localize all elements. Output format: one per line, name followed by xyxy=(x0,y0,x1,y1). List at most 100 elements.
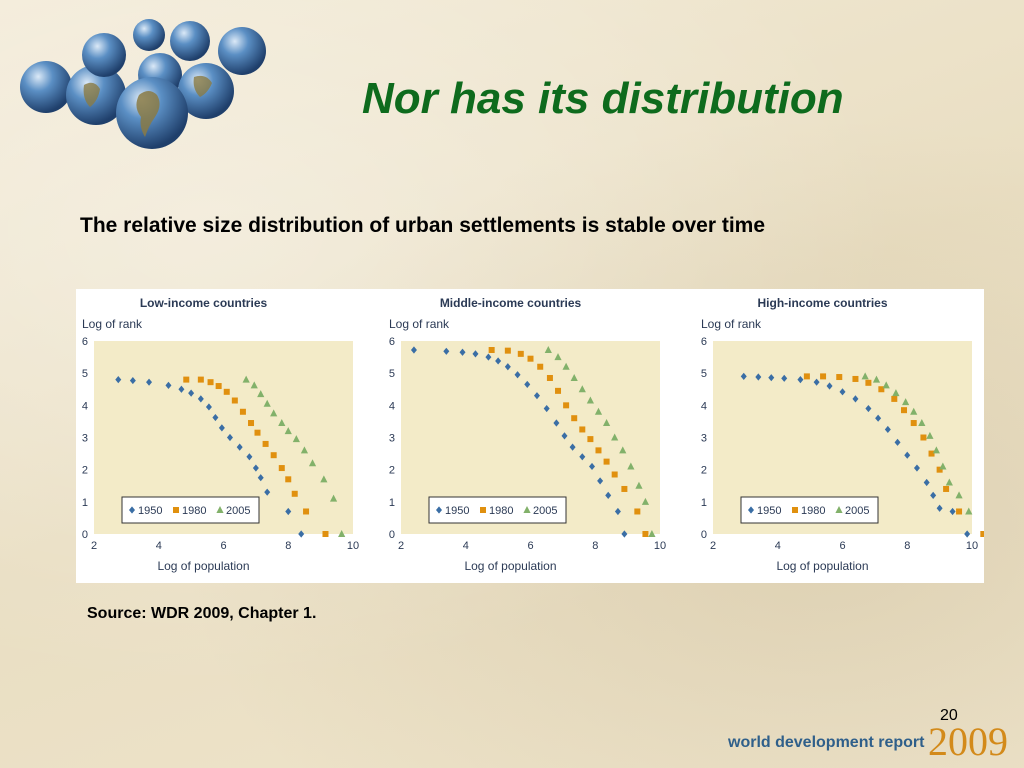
data-point xyxy=(594,407,603,415)
legend-entry: 1980 xyxy=(182,505,206,517)
y-tick-label: 3 xyxy=(701,433,707,445)
legend-entry: 1950 xyxy=(138,505,162,517)
data-point xyxy=(875,414,882,422)
data-point xyxy=(980,531,984,537)
chart-title: Middle-income countries xyxy=(440,296,582,310)
data-point xyxy=(248,420,255,427)
data-point xyxy=(250,381,258,389)
x-axis-label: Log of population xyxy=(157,559,249,573)
data-point xyxy=(634,508,641,515)
data-point xyxy=(284,427,292,435)
data-point xyxy=(527,355,534,362)
data-point xyxy=(861,372,869,380)
footer-year: 2009 xyxy=(928,719,1008,764)
data-point xyxy=(936,466,943,473)
data-point xyxy=(614,507,621,516)
y-tick-label: 4 xyxy=(701,400,707,412)
charts-svg: Low-income countries Log of rank 0 1 2 3 4 5 6 2 4… xyxy=(82,296,984,573)
series-1980 xyxy=(803,373,984,537)
legend-entry: 2005 xyxy=(226,505,250,517)
legend-entry: 1980 xyxy=(489,505,513,517)
data-point xyxy=(595,447,602,454)
data-point xyxy=(781,374,788,382)
data-point xyxy=(303,508,310,515)
globes-logo xyxy=(20,19,266,149)
data-point xyxy=(129,376,136,385)
data-point xyxy=(586,396,594,404)
y-tick-label: 2 xyxy=(82,465,88,477)
y-tick-label: 4 xyxy=(389,400,395,412)
data-point xyxy=(902,398,910,406)
series-1980 xyxy=(488,347,649,537)
series-1980 xyxy=(183,376,329,537)
data-point xyxy=(571,415,578,422)
x-tick-label: 4 xyxy=(156,540,162,552)
series-1950 xyxy=(740,372,971,538)
legend-box xyxy=(740,496,879,524)
y-tick-label: 6 xyxy=(82,336,88,348)
data-point xyxy=(641,497,650,505)
data-point xyxy=(544,346,552,354)
chart-panel: Low-income countries Log of rank 0 1 2 3 4 5 6 2 4… xyxy=(76,289,984,583)
data-point xyxy=(207,379,214,386)
legend: 1950 1980 2005 xyxy=(428,496,567,524)
data-point xyxy=(504,347,511,354)
data-point xyxy=(913,464,920,472)
data-point xyxy=(603,458,610,465)
x-tick-label: 4 xyxy=(463,540,469,552)
data-point xyxy=(410,346,417,354)
y-tick-label: 3 xyxy=(389,433,395,445)
data-point xyxy=(865,404,872,413)
data-point xyxy=(257,390,265,398)
x-tick-label: 2 xyxy=(398,540,404,552)
data-point xyxy=(803,373,810,380)
data-point xyxy=(943,485,950,492)
legend-marker xyxy=(436,506,442,514)
legend-entry: 1950 xyxy=(757,505,781,517)
data-point xyxy=(891,395,898,402)
x-tick-label: 6 xyxy=(839,540,845,552)
y-axis-label: Log of rank xyxy=(389,317,450,331)
x-tick-label: 10 xyxy=(966,540,978,552)
data-point xyxy=(648,530,656,537)
data-point xyxy=(338,530,346,537)
x-axis-label: Log of population xyxy=(464,559,556,573)
data-point xyxy=(923,478,930,487)
data-point xyxy=(910,420,917,427)
y-tick-label: 1 xyxy=(82,497,88,509)
legend: 1950 1980 2005 xyxy=(121,496,260,524)
x-tick-label: 8 xyxy=(904,540,910,552)
data-point xyxy=(246,453,253,461)
data-point xyxy=(285,476,292,483)
legend-entry: 1980 xyxy=(801,505,825,517)
data-point xyxy=(517,350,524,357)
data-point xyxy=(252,464,259,472)
x-tick-label: 8 xyxy=(285,540,291,552)
data-point xyxy=(910,407,918,415)
y-tick-label: 6 xyxy=(701,336,707,348)
data-point xyxy=(197,376,204,383)
data-point xyxy=(918,419,926,427)
data-point xyxy=(231,397,238,404)
legend-entry: 2005 xyxy=(533,505,557,517)
data-point xyxy=(826,382,833,390)
footer-brand: world development report xyxy=(728,734,925,751)
data-point xyxy=(755,373,762,381)
data-point xyxy=(965,507,973,515)
data-point xyxy=(949,507,956,516)
data-point xyxy=(242,375,250,383)
data-point xyxy=(956,508,963,515)
legend-marker xyxy=(748,506,754,514)
data-point xyxy=(300,446,309,454)
data-point xyxy=(945,478,953,486)
data-point xyxy=(904,451,911,459)
data-point xyxy=(226,433,233,442)
chart-1: Low-income countries Log of rank 0 1 2 3 4 5 6 2 4… xyxy=(82,296,359,573)
data-point xyxy=(926,431,934,439)
data-point xyxy=(569,443,576,451)
data-point xyxy=(504,363,511,371)
x-tick-label: 8 xyxy=(592,540,598,552)
data-point xyxy=(813,378,820,386)
globe-icon xyxy=(20,19,266,149)
data-point xyxy=(611,433,619,441)
